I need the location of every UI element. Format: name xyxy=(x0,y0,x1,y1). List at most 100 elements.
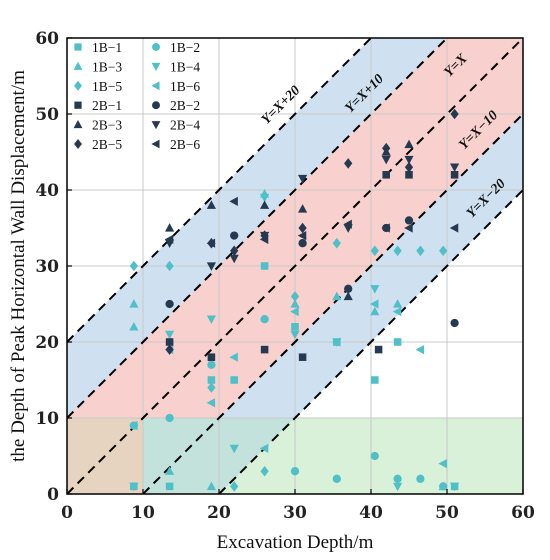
data-point xyxy=(129,299,139,308)
legend: 1B−1 1B−2 1B−3 1B−4 1B−5 1B−6 2B−1 2B−2 2B−3 2B−4… xyxy=(73,40,200,152)
legend-label: 2B−3 xyxy=(92,118,122,133)
data-point xyxy=(207,376,216,384)
y-tick-label: 0 xyxy=(47,485,59,505)
data-point xyxy=(290,330,300,340)
data-point xyxy=(297,231,307,241)
data-point xyxy=(298,174,308,184)
data-point xyxy=(450,163,460,173)
legend-label: 2B−5 xyxy=(92,137,122,152)
data-point xyxy=(165,413,174,423)
data-point xyxy=(370,285,380,294)
data-point xyxy=(129,260,139,272)
legend-item: 2B−2 xyxy=(152,98,200,113)
data-point xyxy=(404,223,413,233)
data-point xyxy=(260,200,270,209)
data-point xyxy=(404,139,414,149)
data-point xyxy=(382,142,391,154)
legend-marker xyxy=(151,139,160,149)
y-tick-label: 50 xyxy=(35,105,59,125)
data-point xyxy=(381,155,391,165)
legend-item: 2B−5 xyxy=(74,137,122,152)
series-9 xyxy=(165,139,414,301)
data-point xyxy=(393,299,403,308)
data-point xyxy=(290,299,300,308)
data-point xyxy=(450,482,460,492)
data-point xyxy=(206,398,216,408)
data-point xyxy=(298,353,307,361)
x-tick-label: 20 xyxy=(207,503,231,523)
data-point xyxy=(416,474,425,483)
legend-marker xyxy=(74,101,82,109)
data-point xyxy=(370,245,379,257)
data-point xyxy=(405,171,413,179)
data-point xyxy=(392,307,402,317)
legend-label: 2B−4 xyxy=(170,118,200,133)
legend-label: 2B−2 xyxy=(170,98,200,113)
legend-item: 1B−6 xyxy=(151,79,200,94)
legend-marker xyxy=(74,80,82,91)
reference-line xyxy=(67,38,523,494)
y-tick-label: 20 xyxy=(35,333,59,353)
data-point xyxy=(450,318,459,328)
data-point xyxy=(290,467,300,476)
data-point xyxy=(404,161,414,173)
data-point xyxy=(404,216,414,225)
x-tick-label: 50 xyxy=(435,503,459,523)
legend-marker xyxy=(74,43,82,51)
data-point xyxy=(450,171,459,179)
x-tick-label: 40 xyxy=(359,503,383,523)
data-point xyxy=(207,353,216,361)
data-point xyxy=(449,223,459,233)
data-point xyxy=(291,323,299,331)
legend-item: 1B−5 xyxy=(74,79,122,94)
data-point xyxy=(165,330,175,340)
data-point xyxy=(165,299,174,309)
reference-line xyxy=(67,38,372,343)
x-tick-label: 30 xyxy=(283,503,307,523)
data-point xyxy=(416,245,425,257)
legend-marker xyxy=(152,43,160,51)
legend-marker xyxy=(151,121,161,130)
y-tick-label: 10 xyxy=(35,409,59,429)
data-point xyxy=(206,238,216,248)
data-point xyxy=(344,284,353,293)
data-point xyxy=(260,345,269,354)
data-point xyxy=(374,345,383,354)
data-point xyxy=(438,459,447,469)
data-points xyxy=(129,108,460,492)
series-12 xyxy=(164,196,459,248)
data-point xyxy=(381,223,390,233)
legend-item: 2B−1 xyxy=(74,98,122,113)
legend-label: 2B−6 xyxy=(170,137,200,152)
data-point xyxy=(371,376,379,384)
legend-label: 1B−5 xyxy=(92,79,122,94)
data-point xyxy=(393,482,403,492)
data-point xyxy=(229,196,238,206)
legend-item: 1B−3 xyxy=(73,59,122,74)
data-point xyxy=(206,315,216,325)
data-point xyxy=(332,237,341,249)
data-point xyxy=(207,360,216,369)
data-point xyxy=(165,466,175,475)
data-point xyxy=(343,291,353,301)
data-point xyxy=(230,245,239,257)
data-point xyxy=(260,315,269,324)
data-point xyxy=(129,482,139,492)
series-7 xyxy=(165,171,459,361)
data-point xyxy=(206,481,216,491)
legend-marker xyxy=(151,62,161,72)
legend-item: 1B−4 xyxy=(151,59,200,74)
x-tick-label: 0 xyxy=(61,503,73,523)
data-point xyxy=(370,306,380,316)
y-tick-label: 40 xyxy=(35,181,59,201)
data-point xyxy=(164,234,174,244)
data-point xyxy=(207,382,216,393)
series-2 xyxy=(129,315,448,491)
legend-label: 1B−3 xyxy=(92,59,122,74)
data-point xyxy=(165,260,174,272)
data-point xyxy=(439,245,448,257)
legend-item: 1B−1 xyxy=(74,40,122,55)
data-point xyxy=(229,444,239,454)
legend-label: 1B−1 xyxy=(92,40,122,55)
